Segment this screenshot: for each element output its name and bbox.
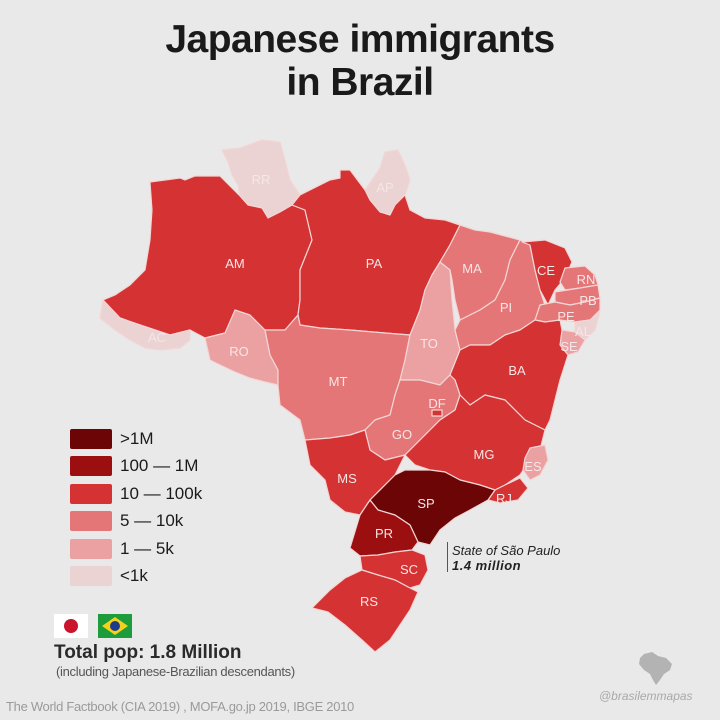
label-SC: SC [400, 562, 418, 577]
legend-swatch [70, 566, 112, 587]
map-title: Japanese immigrants in Brazil [0, 18, 720, 104]
legend-item: 5 — 10k [70, 508, 202, 536]
state-RJ[interactable] [487, 477, 529, 504]
label-PB: PB [579, 293, 596, 308]
state-PR[interactable] [349, 499, 419, 557]
legend-swatch [70, 483, 112, 504]
label-SP: SP [417, 496, 434, 511]
legend: >1M 100 — 1M 10 — 100k 5 — 10k 1 — 5k <1… [70, 425, 202, 590]
label-PA: PA [366, 256, 383, 271]
state-DF[interactable] [431, 409, 443, 417]
author-credit: @brasilemmapas [599, 689, 693, 703]
state-ES[interactable] [522, 444, 549, 481]
label-AM: AM [225, 256, 245, 271]
label-RR: RR [252, 172, 271, 187]
label-ES: ES [524, 459, 542, 474]
state-RS[interactable] [311, 569, 419, 653]
label-BA: BA [508, 363, 526, 378]
legend-label: 1 — 5k [120, 538, 174, 558]
label-PE: PE [557, 309, 575, 324]
label-AL: AL [575, 324, 591, 339]
label-RS: RS [360, 594, 378, 609]
legend-swatch [70, 456, 112, 477]
legend-item: 10 — 100k [70, 480, 202, 508]
legend-swatch [70, 511, 112, 532]
label-MT: MT [329, 374, 348, 389]
label-DF: DF [428, 396, 445, 411]
legend-label: >1M [120, 428, 154, 448]
label-MS: MS [337, 471, 357, 486]
legend-item: 100 — 1M [70, 453, 202, 481]
legend-item: >1M [70, 425, 202, 453]
legend-swatch [70, 538, 112, 559]
japan-flag-icon [54, 614, 88, 638]
brazil-silhouette-logo-icon [639, 652, 672, 685]
annotation-leader-line [447, 542, 448, 572]
legend-label: <1k [120, 566, 148, 586]
label-MG: MG [474, 447, 495, 462]
label-GO: GO [392, 427, 412, 442]
total-population-note: (including Japanese-Brazilian descendant… [56, 664, 295, 679]
source-citation: The World Factbook (CIA 2019) , MOFA.go.… [6, 699, 354, 714]
annotation-line-1: State of São Paulo [452, 543, 561, 558]
label-TO: TO [420, 336, 438, 351]
legend-item: 1 — 5k [70, 535, 202, 563]
legend-label: 10 — 100k [120, 483, 203, 503]
label-AP: AP [376, 180, 393, 195]
label-PR: PR [375, 526, 393, 541]
label-SE: SE [560, 339, 578, 354]
label-MA: MA [462, 261, 482, 276]
annotation-line-2: 1.4 million [452, 558, 522, 573]
legend-item: <1k [70, 563, 202, 591]
sao-paulo-annotation: State of São Paulo 1.4 million [452, 543, 560, 573]
title-line-2: in Brazil [286, 61, 434, 104]
title-line-1: Japanese immigrants [165, 18, 555, 61]
legend-label: 5 — 10k [120, 511, 184, 531]
label-RJ: RJ [496, 491, 512, 506]
brazil-flag-icon [98, 614, 132, 638]
label-CE: CE [537, 263, 555, 278]
flags [54, 614, 132, 638]
label-PI: PI [500, 300, 512, 315]
state-AC[interactable] [99, 299, 191, 351]
label-RO: RO [229, 344, 249, 359]
label-RN: RN [577, 272, 596, 287]
total-population: Total pop: 1.8 Million [54, 642, 242, 663]
legend-label: 100 — 1M [120, 456, 199, 476]
label-AC: AC [148, 330, 166, 345]
legend-swatch [70, 428, 112, 449]
state-CE[interactable] [521, 239, 573, 306]
